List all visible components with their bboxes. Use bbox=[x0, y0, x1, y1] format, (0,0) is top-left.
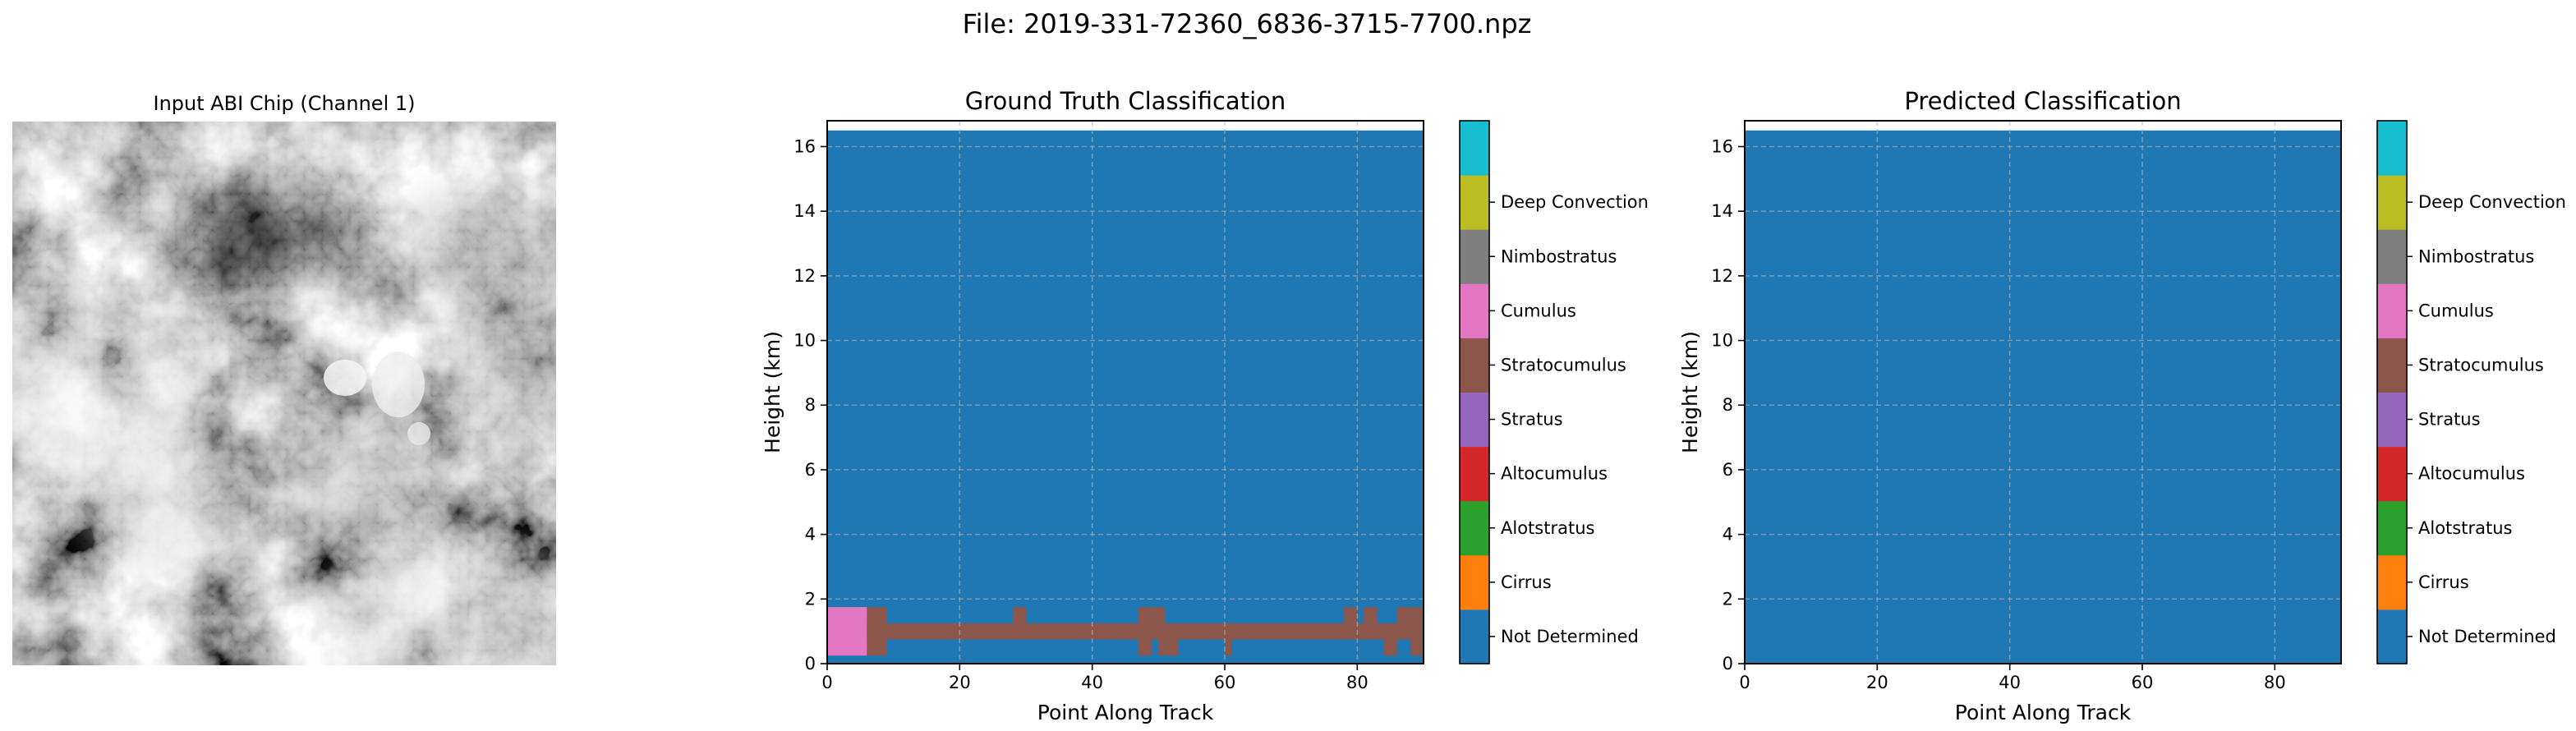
colorbar-segment bbox=[1460, 121, 1489, 176]
x-tick-label: 20 bbox=[949, 673, 971, 692]
heatmap-cell-stratocumulus bbox=[1410, 607, 1424, 656]
colorbar-label: Altocumulus bbox=[1501, 464, 1608, 484]
colorbar-segment bbox=[2377, 392, 2407, 448]
x-tick-label: 40 bbox=[1999, 673, 2021, 692]
colorbar-label: Deep Convection bbox=[2418, 192, 2566, 212]
y-tick-label: 6 bbox=[1723, 460, 1733, 480]
x-tick-label: 80 bbox=[2264, 673, 2286, 692]
colorbar-label: Not Determined bbox=[2418, 627, 2556, 646]
colorbar-segment bbox=[2377, 554, 2407, 610]
colorbar-frame bbox=[2376, 120, 2408, 664]
x-tick-label: 0 bbox=[1739, 673, 1750, 692]
x-tick-label: 80 bbox=[1346, 673, 1368, 692]
y-tick-label: 8 bbox=[805, 395, 816, 415]
y-tick-label: 6 bbox=[805, 460, 816, 480]
heatmap-cell-stratocumulus bbox=[1225, 639, 1232, 656]
y-axis-label: Height (km) bbox=[1678, 331, 1702, 453]
colorbar-segment bbox=[1460, 338, 1489, 393]
colorbar-segment bbox=[2377, 609, 2407, 664]
colorbar-label: Stratocumulus bbox=[1501, 355, 1626, 375]
y-tick-label: 0 bbox=[805, 654, 816, 674]
heatmap-cell-stratocumulus bbox=[1383, 639, 1397, 656]
colorbar-label: Altocumulus bbox=[2418, 464, 2525, 484]
colorbar-label: Deep Convection bbox=[1501, 192, 1649, 212]
colorbar-segment bbox=[2377, 338, 2407, 393]
heatmap-cell-stratocumulus bbox=[1158, 639, 1179, 656]
colorbar-label: Stratus bbox=[1501, 410, 1563, 430]
colorbar-label: Not Determined bbox=[1501, 627, 1639, 646]
y-tick-label: 10 bbox=[794, 331, 816, 351]
y-tick-label: 14 bbox=[794, 201, 816, 221]
colorbar-segment bbox=[1460, 392, 1489, 448]
colorbar-segment bbox=[2377, 229, 2407, 284]
colorbar-label: Stratus bbox=[2418, 410, 2481, 430]
heatmap-background-cell bbox=[827, 130, 1424, 664]
y-tick-label: 4 bbox=[805, 525, 816, 545]
y-tick-label: 12 bbox=[1711, 266, 1733, 286]
colorbar-label: Cumulus bbox=[1501, 301, 1576, 320]
y-tick-label: 2 bbox=[805, 589, 816, 609]
y-tick-label: 16 bbox=[794, 136, 816, 156]
colorbar-segment bbox=[1460, 500, 1489, 556]
colorbar-segment bbox=[2377, 121, 2407, 176]
colorbar-segment bbox=[1460, 609, 1489, 664]
y-tick-label: 2 bbox=[1723, 589, 1733, 609]
heatmap-background-cell bbox=[1745, 130, 2341, 664]
heatmap-cell-stratocumulus bbox=[867, 607, 887, 656]
y-tick-label: 4 bbox=[1723, 525, 1733, 545]
colorbar-segment bbox=[1460, 175, 1489, 230]
chart-title: Ground Truth Classification bbox=[965, 87, 1286, 115]
colorbar-segment bbox=[1460, 283, 1489, 338]
colorbar-segment bbox=[2377, 283, 2407, 338]
x-axis-label: Point Along Track bbox=[1037, 701, 1214, 724]
axes-frame bbox=[1744, 120, 2342, 664]
heatmap-cell-stratocumulus bbox=[1138, 607, 1152, 656]
abi-chip-image bbox=[12, 122, 556, 665]
figure-suptitle: File: 2019-331-72360_6836-3715-7700.npz bbox=[963, 8, 1532, 39]
y-tick-label: 12 bbox=[794, 266, 816, 286]
heatmap-cell-stratocumulus bbox=[1364, 607, 1378, 623]
colorbar-frame bbox=[1459, 120, 1490, 664]
x-tick-label: 60 bbox=[2132, 673, 2154, 692]
colorbar-segment bbox=[2377, 446, 2407, 502]
chart-title: Predicted Classification bbox=[1904, 87, 2181, 115]
colorbar-label: Cirrus bbox=[1501, 572, 1552, 592]
y-tick-label: 16 bbox=[1711, 136, 1733, 156]
heatmap-cell-stratocumulus bbox=[1152, 607, 1166, 623]
input-panel-title: Input ABI Chip (Channel 1) bbox=[153, 92, 415, 115]
colorbar-segment bbox=[1460, 554, 1489, 610]
y-axis-label: Height (km) bbox=[761, 331, 784, 453]
predicted-panel: 0 20 40 60 80 0 2 4 6 8 10 12 14 16 Predicted Classifi… bbox=[1678, 87, 2566, 724]
colorbar-label: Cumulus bbox=[2418, 301, 2494, 320]
x-tick-label: 20 bbox=[1866, 673, 1888, 692]
x-tick-label: 40 bbox=[1081, 673, 1103, 692]
y-tick-label: 10 bbox=[1711, 331, 1733, 351]
colorbar-segment bbox=[1460, 229, 1489, 284]
ground-truth-panel: 0 20 40 60 80 0 2 4 6 8 10 12 14 16 Ground Truth Class… bbox=[761, 87, 1649, 724]
heatmap-cell-cumulus bbox=[827, 607, 867, 656]
colorbar-segment bbox=[2377, 175, 2407, 230]
colorbar-segment bbox=[2377, 500, 2407, 556]
x-tick-label: 60 bbox=[1214, 673, 1236, 692]
y-tick-label: 8 bbox=[1723, 395, 1733, 415]
colorbar-label: Alotstratus bbox=[2418, 518, 2512, 538]
heatmap-cell-stratocumulus bbox=[1396, 607, 1410, 623]
colorbar-label: Alotstratus bbox=[1501, 518, 1594, 538]
y-tick-label: 14 bbox=[1711, 201, 1733, 221]
heatmap-cell-stratocumulus bbox=[1012, 607, 1026, 623]
y-tick-label: 0 bbox=[1723, 654, 1733, 674]
colorbar-segment bbox=[1460, 446, 1489, 502]
colorbar-label: Cirrus bbox=[2418, 572, 2469, 592]
heatmap-cell-stratocumulus bbox=[1344, 607, 1358, 623]
colorbar-label: Stratocumulus bbox=[2418, 355, 2544, 375]
x-tick-label: 0 bbox=[821, 673, 832, 692]
colorbar-label: Nimbostratus bbox=[2418, 246, 2534, 266]
colorbar-label: Nimbostratus bbox=[1501, 246, 1617, 266]
x-axis-label: Point Along Track bbox=[1955, 701, 2132, 724]
axes-frame bbox=[826, 120, 1424, 664]
